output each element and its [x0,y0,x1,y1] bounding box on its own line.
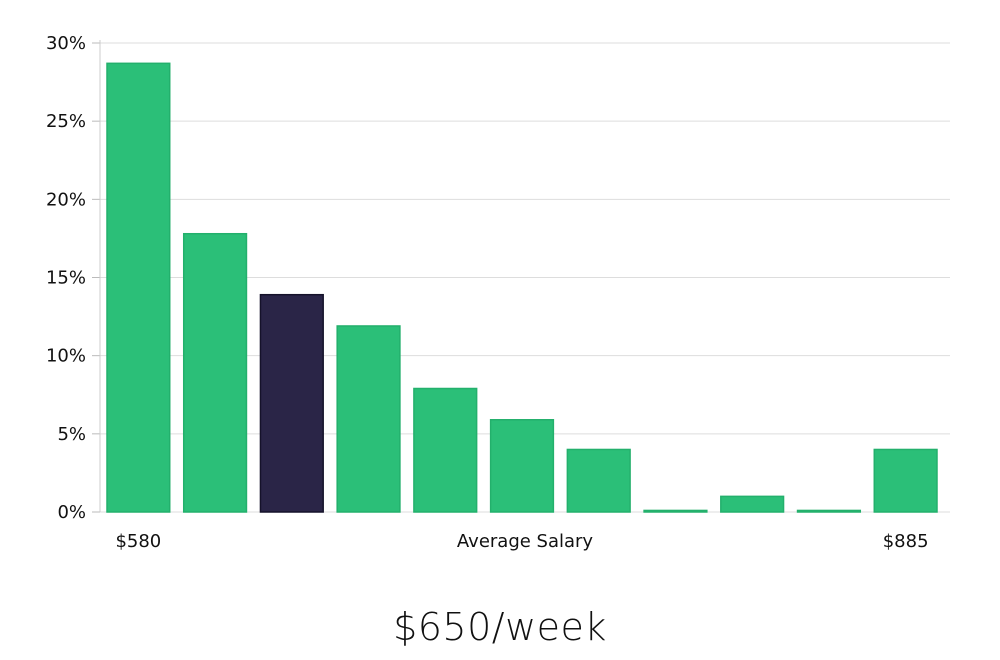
x-min-label: $580 [115,531,161,552]
bar [106,62,171,513]
bars [106,62,938,513]
bar [720,495,785,513]
x-axis-title: Average Salary [457,531,594,552]
y-axis: 0% 5% 10% 15% 20% 25% 30% [46,33,101,523]
average-salary-value: $650/week [393,605,607,649]
bar [566,448,631,513]
y-tick-label: 30% [46,33,86,54]
salary-histogram: 0%5%10%15%20%25%30% $580 Average Salary … [46,33,950,552]
bar [489,419,555,513]
y-tick-label: 10% [46,346,86,367]
x-max-label: $885 [883,531,929,552]
bar [182,232,248,513]
y-tick-label: 20% [46,189,86,210]
y-tick-label: 15% [46,268,86,289]
bar [413,387,478,513]
bar [873,448,938,513]
y-tick-label: 0% [57,502,86,523]
bar [796,509,862,513]
bar [336,325,401,513]
bar-highlighted [259,293,324,513]
bar [643,509,708,513]
y-tick-label: 5% [57,424,86,445]
y-tick-label: 25% [46,111,86,132]
